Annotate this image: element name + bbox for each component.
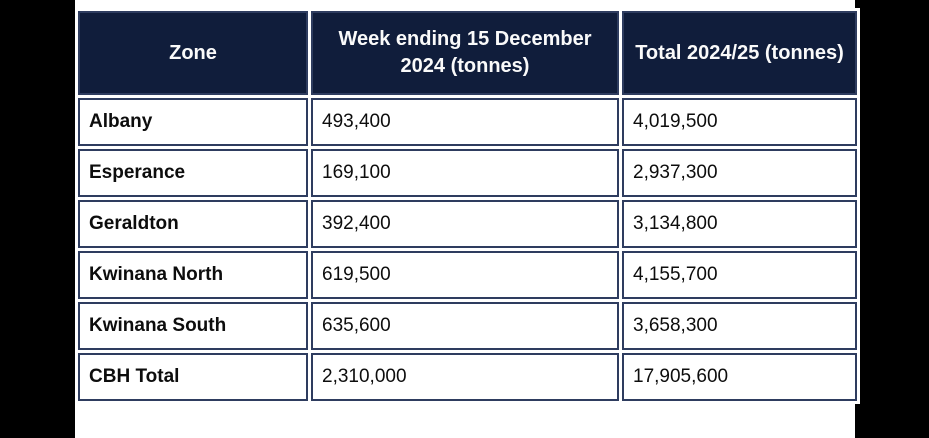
page-canvas: Zone Week ending 15 December 2024 (tonne… — [75, 0, 860, 438]
table-header-week: Week ending 15 December 2024 (tonnes) — [311, 11, 619, 95]
table-header-row: Zone Week ending 15 December 2024 (tonne… — [78, 11, 857, 95]
week-cell: 169,100 — [311, 149, 619, 197]
table-row-geraldton: Geraldton 392,400 3,134,800 — [78, 200, 857, 248]
zone-cell: Geraldton — [78, 200, 308, 248]
total-cell: 17,905,600 — [622, 353, 857, 401]
zone-cell: Albany — [78, 98, 308, 146]
table-header-total: Total 2024/25 (tonnes) — [622, 11, 857, 95]
receivals-table: Zone Week ending 15 December 2024 (tonne… — [75, 8, 860, 404]
week-cell: 392,400 — [311, 200, 619, 248]
total-cell: 3,658,300 — [622, 302, 857, 350]
table-row-kwinana-north: Kwinana North 619,500 4,155,700 — [78, 251, 857, 299]
letterbox-right — [855, 0, 929, 438]
zone-cell: Kwinana North — [78, 251, 308, 299]
total-cell: 4,155,700 — [622, 251, 857, 299]
zone-cell: Kwinana South — [78, 302, 308, 350]
zone-cell: CBH Total — [78, 353, 308, 401]
week-cell: 635,600 — [311, 302, 619, 350]
table-header-zone: Zone — [78, 11, 308, 95]
table-row-cbh-total: CBH Total 2,310,000 17,905,600 — [78, 353, 857, 401]
total-cell: 3,134,800 — [622, 200, 857, 248]
table-row-albany: Albany 493,400 4,019,500 — [78, 98, 857, 146]
table-row-esperance: Esperance 169,100 2,937,300 — [78, 149, 857, 197]
week-cell: 619,500 — [311, 251, 619, 299]
week-cell: 2,310,000 — [311, 353, 619, 401]
table-row-kwinana-south: Kwinana South 635,600 3,658,300 — [78, 302, 857, 350]
letterbox-left — [0, 0, 75, 438]
total-cell: 2,937,300 — [622, 149, 857, 197]
zone-cell: Esperance — [78, 149, 308, 197]
week-cell: 493,400 — [311, 98, 619, 146]
total-cell: 4,019,500 — [622, 98, 857, 146]
